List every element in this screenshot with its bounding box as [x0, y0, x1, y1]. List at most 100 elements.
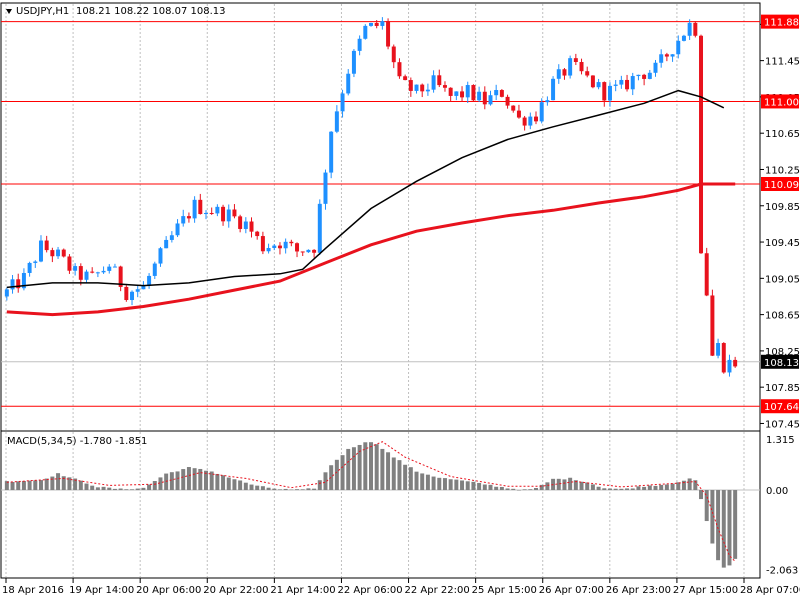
- time-axis: 18 Apr 2016 19 Apr 14:00 20 Apr 06:00 20 Ap…: [2, 578, 800, 596]
- macd-bar: [141, 487, 146, 491]
- candle-body: [306, 249, 311, 253]
- candle-body: [642, 74, 647, 79]
- x-tick-label: 20 Apr 22:00: [203, 585, 268, 596]
- candle-body: [613, 84, 618, 86]
- candle-body: [431, 75, 436, 90]
- current-price-tag: [761, 354, 799, 369]
- candle-body: [334, 111, 339, 132]
- candle-body: [289, 241, 294, 244]
- macd-tick-label: 0.00: [766, 486, 788, 497]
- candle-body: [317, 203, 322, 253]
- macd-bar: [107, 487, 112, 491]
- candle-body: [38, 240, 43, 262]
- candle-body: [448, 87, 453, 96]
- macd-bar: [112, 488, 117, 491]
- candle-body: [653, 62, 658, 73]
- macd-bar: [152, 481, 157, 491]
- macd-bar: [334, 459, 339, 491]
- candle-body: [192, 199, 197, 219]
- candle-body: [699, 35, 704, 254]
- macd-bar: [534, 488, 538, 491]
- macd-bar: [158, 477, 163, 491]
- moving-averages: [6, 89, 736, 317]
- candle-body: [511, 105, 516, 111]
- y-tick-label: 109.85: [765, 202, 800, 213]
- level-price-tag: [761, 94, 799, 109]
- macd-bar: [408, 467, 413, 491]
- macd-bar: [101, 486, 106, 491]
- candle-body: [300, 251, 305, 253]
- level-price-label: 107.64: [764, 402, 799, 413]
- macd-signal-line: [6, 441, 736, 562]
- candle-body: [101, 270, 106, 273]
- candle-body: [687, 22, 692, 36]
- y-tick-label: 110.25: [765, 165, 800, 176]
- candle-body: [61, 249, 66, 257]
- macd-bar: [488, 484, 493, 491]
- candle-body: [647, 72, 652, 79]
- candle-body: [249, 221, 254, 232]
- candle-body: [391, 46, 396, 63]
- level-price-tag: [761, 14, 799, 29]
- macd-bar: [414, 471, 419, 491]
- macd-bar: [653, 485, 658, 491]
- candle-body: [676, 40, 681, 55]
- macd-bar: [27, 480, 32, 491]
- macd-bar: [147, 484, 152, 491]
- macd-bar: [323, 472, 328, 491]
- symbol-label: USDJPY,H1: [16, 6, 69, 17]
- candle-body: [516, 110, 521, 118]
- current-price-label: 108.13: [764, 358, 799, 369]
- macd-bar: [289, 489, 294, 491]
- candle-body: [164, 239, 169, 249]
- candle-body: [152, 263, 157, 276]
- macd-bar: [363, 442, 368, 491]
- macd-bar: [596, 486, 601, 491]
- macd-bar: [181, 469, 186, 491]
- candle-body: [272, 245, 277, 248]
- candle-body: [340, 93, 345, 112]
- candle-body: [693, 22, 698, 36]
- x-tick-label: 22 Apr 06:00: [337, 585, 402, 596]
- candle-body: [329, 131, 334, 173]
- macd-bar: [300, 489, 305, 491]
- candle-body: [727, 359, 732, 373]
- candle-body: [78, 266, 83, 280]
- macd-bar: [369, 442, 373, 491]
- macd-bar: [346, 448, 351, 491]
- candle-body: [169, 235, 174, 240]
- candle-body: [408, 80, 413, 91]
- x-tick-label: 22 Apr 22:00: [405, 585, 470, 596]
- candle-body: [607, 85, 612, 101]
- macd-bar: [425, 474, 430, 491]
- candle-body: [545, 100, 550, 103]
- macd-bar: [266, 487, 271, 491]
- macd-bar: [516, 490, 521, 491]
- candle-body: [369, 22, 373, 26]
- level-price-label: 111.00: [764, 97, 799, 108]
- x-tick-label: 25 Apr 15:00: [472, 585, 537, 596]
- candle-body: [397, 62, 402, 77]
- y-tick-label: 111.45: [765, 57, 800, 68]
- candle-body: [27, 262, 32, 273]
- candle-body: [4, 289, 9, 297]
- y-tick-label: 109.05: [765, 274, 800, 285]
- macd-bar: [710, 490, 715, 544]
- macd-bar: [238, 480, 243, 491]
- macd-bar: [403, 464, 408, 491]
- candle-body: [346, 73, 351, 94]
- macd-bar: [699, 490, 704, 500]
- candle-body: [721, 343, 726, 373]
- macd-bar: [471, 481, 476, 491]
- macd-bar: [642, 486, 647, 491]
- macd-bar: [499, 486, 504, 491]
- dropdown-arrow-icon[interactable]: [6, 9, 12, 14]
- candle-body: [733, 359, 738, 367]
- candle-body: [215, 206, 220, 214]
- macd-bar: [477, 482, 482, 491]
- candle-body: [243, 221, 248, 229]
- x-tick-label: 19 Apr 14:00: [69, 585, 134, 596]
- level-price-tag: [761, 399, 799, 414]
